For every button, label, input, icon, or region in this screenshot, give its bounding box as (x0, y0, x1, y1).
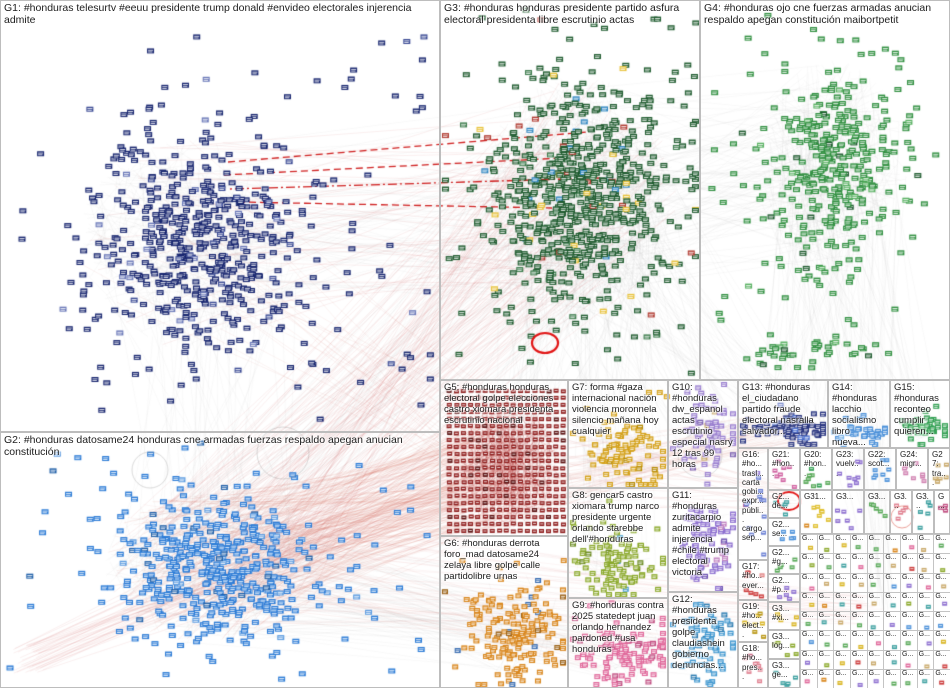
graph-stage: G1: #honduras telesurtv #eeuu presidente… (0, 0, 950, 688)
network-canvas (0, 0, 950, 688)
